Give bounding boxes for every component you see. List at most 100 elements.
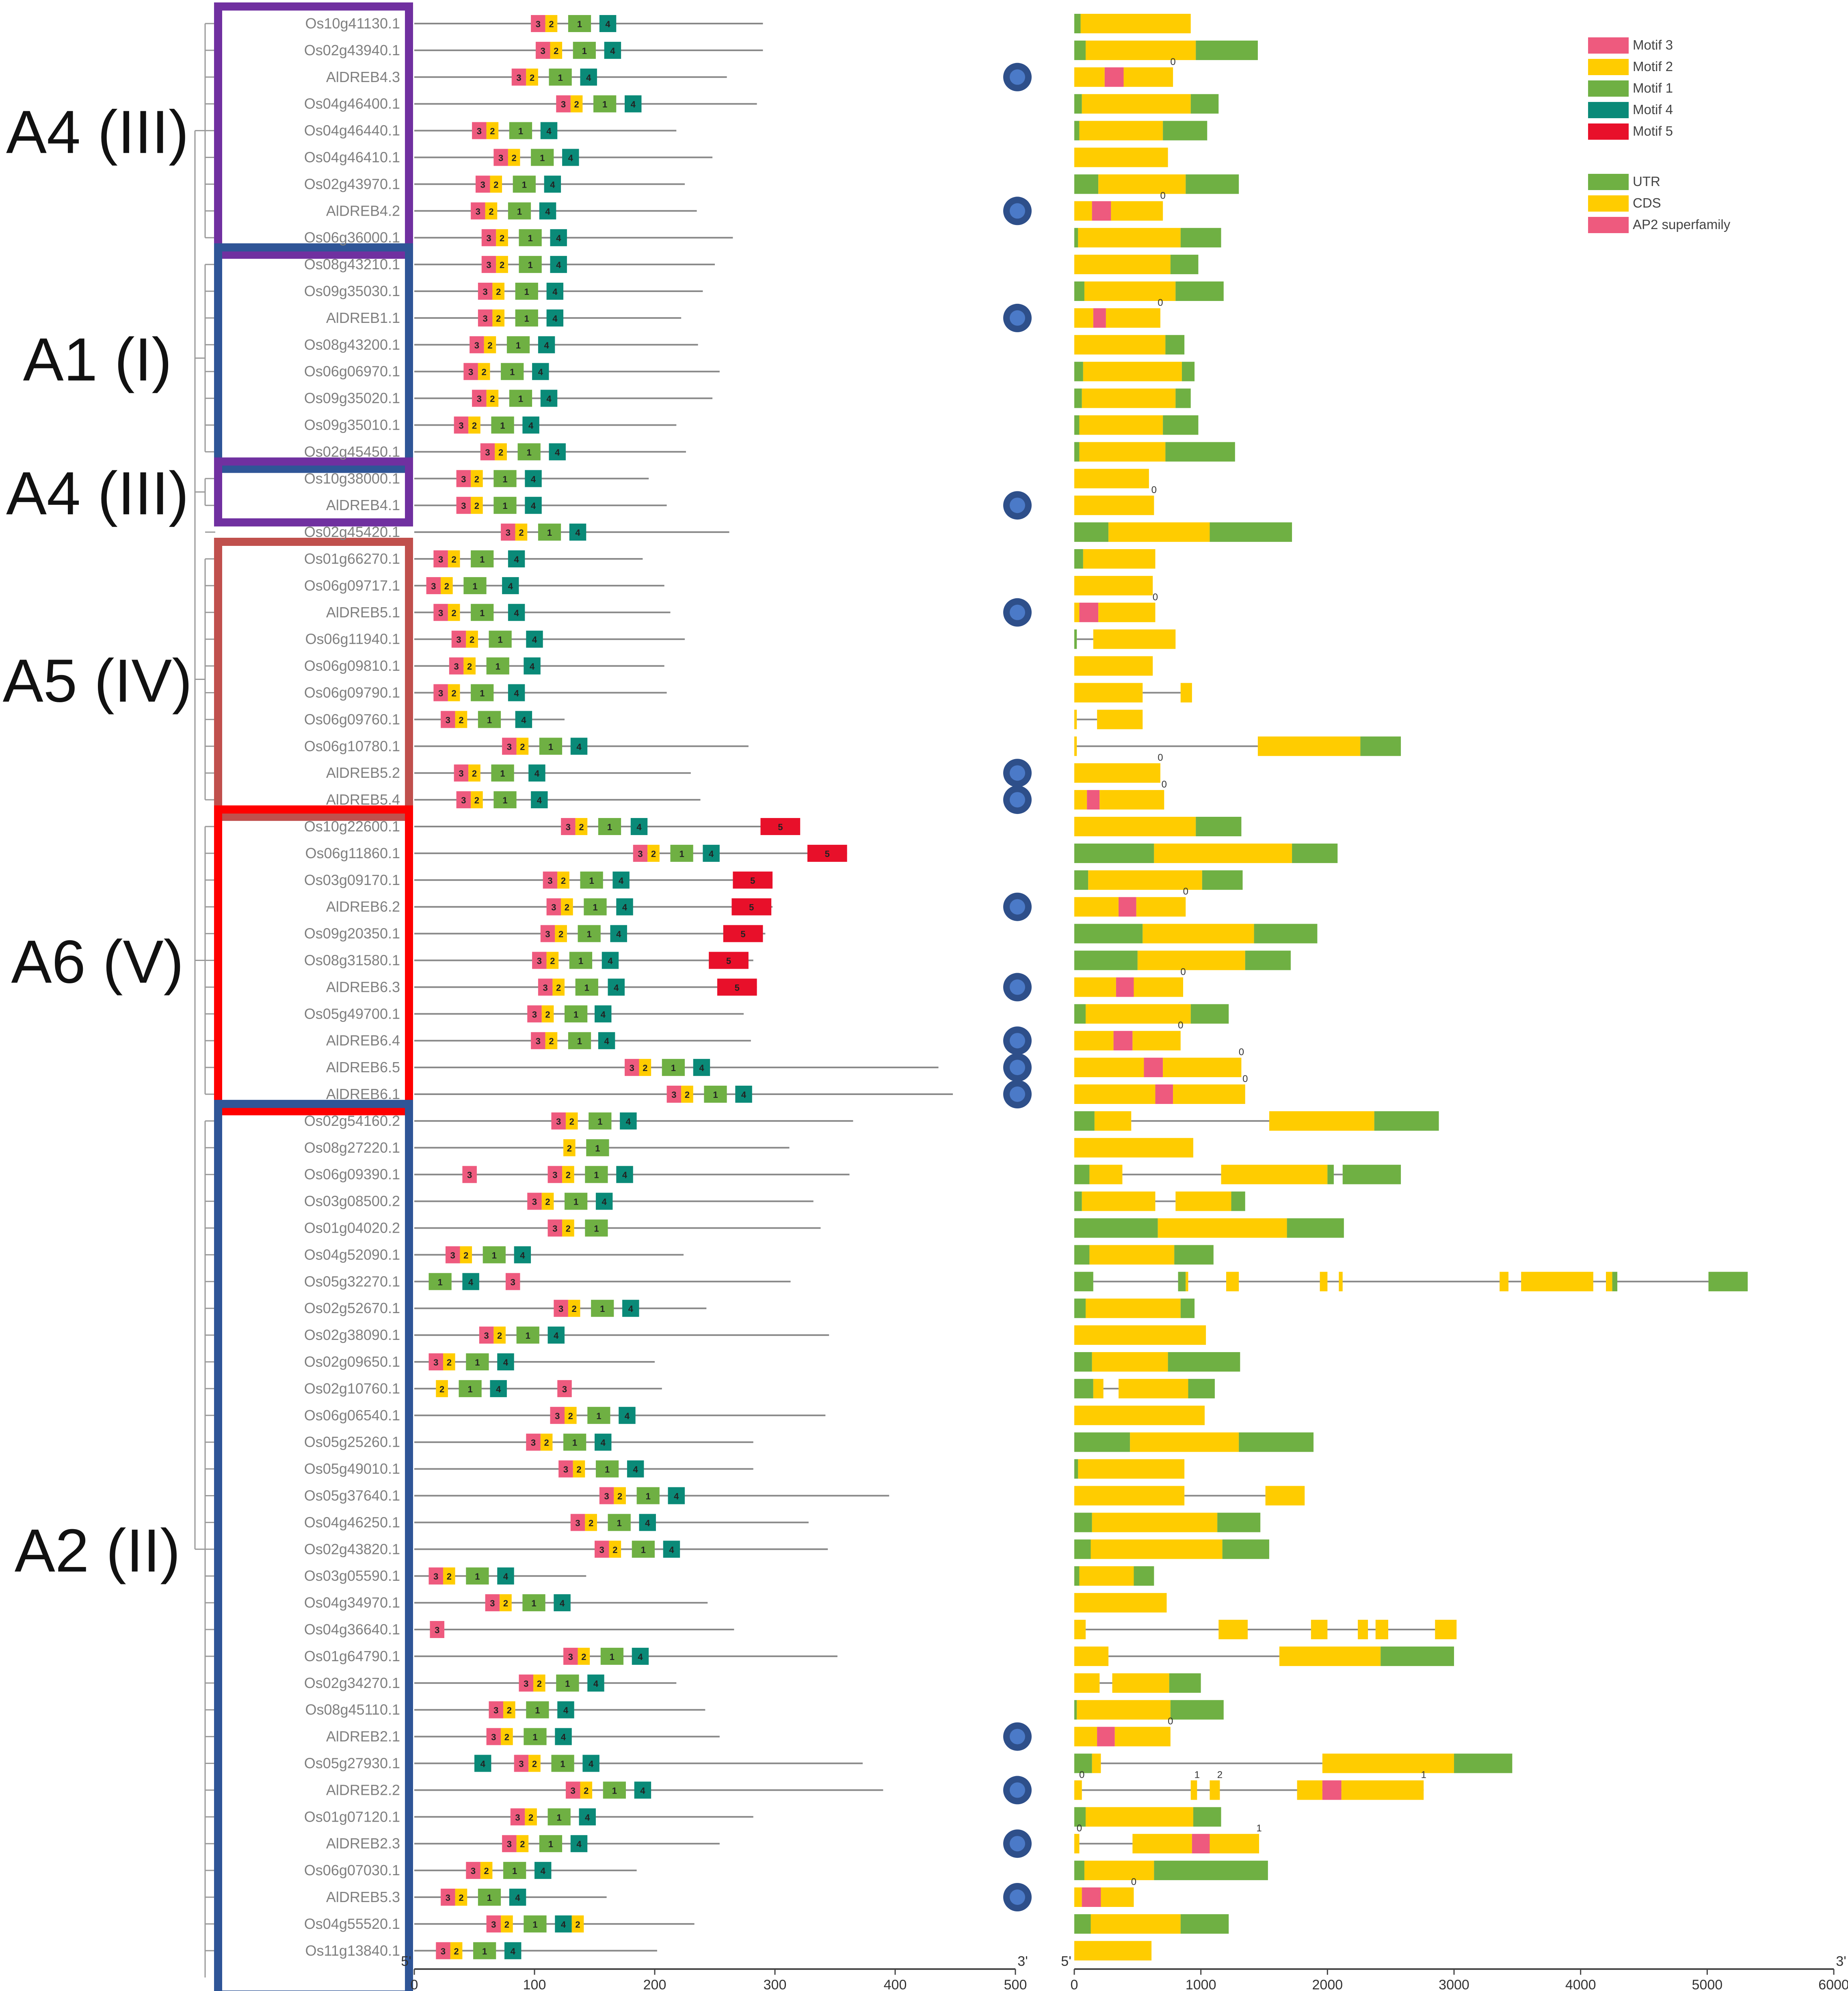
utr-segment <box>1178 1272 1186 1292</box>
cds-segment <box>1132 1834 1192 1854</box>
gene-name: Os02g43820.1 <box>304 1541 400 1557</box>
utr-segment <box>1342 1164 1401 1184</box>
utr-segment <box>1612 1272 1618 1292</box>
cds-segment <box>1097 710 1143 729</box>
gene-name: Os06g10780.1 <box>304 738 400 754</box>
utr-segment <box>1190 94 1219 114</box>
utr-segment <box>1074 121 1080 141</box>
motif-4-box <box>634 1781 651 1799</box>
gene-name: Os08g43210.1 <box>304 256 400 273</box>
motif-number: 1 <box>578 956 583 966</box>
motif-1-box <box>593 95 617 113</box>
gene-name: Os02g54160.2 <box>304 1112 400 1129</box>
motif-1-box <box>547 1808 571 1826</box>
motif-number: 4 <box>575 528 580 538</box>
motif-3-box <box>433 604 448 621</box>
motif-number: 2 <box>459 715 463 725</box>
gene-labels: Os10g41130.1 Os02g43940.1 AlDREB4.3 Os04g46… <box>304 15 400 1959</box>
motif-2-box <box>492 309 504 327</box>
phase-mark: 0 <box>1168 1716 1173 1727</box>
motif-3-box <box>433 550 448 567</box>
cds-segment <box>1098 174 1186 194</box>
motif-number: 3 <box>485 447 490 457</box>
motif-number: 1 <box>522 180 527 190</box>
group-label: A2 (II) <box>15 1516 180 1584</box>
gene-name: Os05g27930.1 <box>304 1755 400 1772</box>
motif-2-box <box>441 577 453 594</box>
cds-segment <box>1083 361 1182 381</box>
cds-segment <box>1074 1405 1205 1425</box>
motif-number: 3 <box>563 1465 568 1475</box>
motif-2-box <box>681 1086 693 1103</box>
motif-number: 4 <box>545 206 550 216</box>
phase-mark: 1 <box>1194 1769 1200 1780</box>
motif-number: 3 <box>459 768 463 779</box>
motif-number: 4 <box>508 581 513 591</box>
motif-1-box <box>549 68 572 86</box>
utr-segment <box>1074 1111 1095 1131</box>
cds-segment <box>1092 1513 1218 1532</box>
motif-2-box <box>570 95 583 113</box>
motif-1-box <box>493 497 517 514</box>
motif-number: 2 <box>497 1331 502 1341</box>
motif-2-box <box>501 1915 513 1933</box>
motif-number: 3 <box>555 1411 560 1421</box>
motif-3-box <box>485 1594 500 1612</box>
motif-number: 2 <box>550 956 555 966</box>
motif-number: 3 <box>433 1357 438 1368</box>
motif-4-box <box>550 256 567 273</box>
gene-name: Os01g64790.1 <box>304 1648 400 1664</box>
utr-segment <box>1074 281 1084 301</box>
motif-number: 5 <box>740 929 745 939</box>
motif-number: 1 <box>671 1063 676 1073</box>
utr-segment <box>1074 1245 1090 1265</box>
motif-2-box <box>647 844 660 862</box>
motif-number: 3 <box>477 126 482 136</box>
motif-2-box <box>575 818 588 835</box>
gene-name: Os04g46440.1 <box>304 122 400 139</box>
motif-1-box <box>573 41 596 59</box>
utr-segment <box>1074 228 1078 248</box>
ap2-segment <box>1079 602 1099 622</box>
cds-segment <box>1180 683 1192 703</box>
motif-3-box <box>543 871 558 889</box>
motif-2-box <box>478 363 490 380</box>
motif-number: 3 <box>433 1571 438 1582</box>
cds-segment <box>1111 201 1163 221</box>
utr-segment <box>1360 736 1401 756</box>
legend-swatch <box>1588 195 1629 212</box>
motif-1-box <box>531 149 554 166</box>
cds-segment <box>1078 1459 1185 1479</box>
motif-1-box <box>489 630 512 648</box>
cds-segment <box>1435 1620 1457 1639</box>
motif-4-box <box>522 416 539 434</box>
motif-number: 1 <box>518 394 523 404</box>
motif-1-box <box>478 711 501 728</box>
utr-segment <box>1074 1861 1084 1881</box>
motif-1-box <box>608 1514 631 1531</box>
cds-segment <box>1074 255 1171 275</box>
motif-2-box <box>516 738 529 755</box>
motif-number: 1 <box>548 1839 553 1849</box>
motif-number: 4 <box>514 554 519 565</box>
motif-3-box <box>454 764 469 782</box>
cds-segment <box>1080 14 1191 33</box>
utr-segment <box>1074 1379 1093 1398</box>
motif-number: 1 <box>498 635 503 645</box>
motif-number: 1 <box>528 233 533 243</box>
motif-number: 1 <box>502 795 507 805</box>
motif-number: 3 <box>543 983 548 993</box>
motif-number: 4 <box>532 635 537 645</box>
motif-number: 3 <box>671 1090 676 1100</box>
motif-number: 1 <box>492 1250 497 1260</box>
motif-number: 3 <box>446 715 450 725</box>
motif-4-box <box>525 497 542 514</box>
gene-name: Os04g36640.1 <box>304 1621 400 1638</box>
motif-1-box <box>568 1032 591 1050</box>
motif-2-box <box>503 1701 515 1718</box>
motif-number: 3 <box>558 1304 563 1314</box>
cds-segment <box>1358 1620 1368 1639</box>
motif-3-box <box>625 1059 639 1076</box>
motif-number: 4 <box>605 19 610 29</box>
cds-segment <box>1106 308 1160 328</box>
